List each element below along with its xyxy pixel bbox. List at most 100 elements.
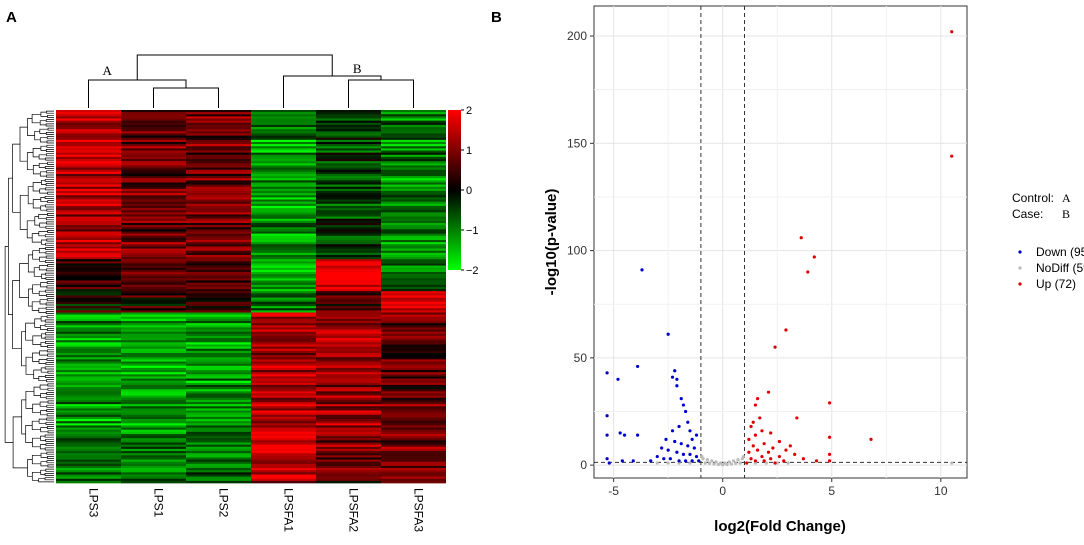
heatmap-cell: [186, 199, 251, 202]
heatmap-cell: [381, 120, 446, 124]
point-down: [694, 433, 699, 437]
heatmap-cell: [381, 446, 446, 450]
heatmap-cell: [186, 402, 251, 405]
dendro-link-lps1-lps2: [153, 87, 219, 108]
heatmap-cell: [121, 148, 186, 151]
heatmap-cell: [186, 453, 251, 456]
point-up: [762, 442, 766, 446]
heatmap-cell: [316, 110, 381, 113]
point-down: [605, 371, 609, 375]
row-dendro-link: [45, 247, 54, 250]
heatmap-cell: [186, 163, 251, 166]
heatmap-cell: [121, 425, 186, 428]
heatmap-cell: [186, 161, 251, 164]
heatmap-cell: [251, 310, 316, 313]
heatmap-cell: [186, 414, 251, 418]
heatmap-cell: [121, 444, 186, 448]
row-dendro-link: [45, 276, 54, 280]
heatmap-cell: [121, 284, 186, 288]
heatmap-cell: [56, 265, 121, 269]
heatmap-cell: [121, 476, 186, 480]
row-dendro-link: [45, 204, 54, 208]
heatmap-cell: [251, 199, 316, 202]
heatmap-cell: [56, 480, 121, 484]
heatmap-cell: [251, 355, 316, 358]
heatmap-cell: [121, 303, 186, 307]
point-down: [677, 424, 681, 429]
heatmap-cell: [56, 229, 121, 232]
row-dendro-link: [44, 234, 54, 238]
point-up: [950, 30, 954, 34]
heatmap-cell: [251, 480, 316, 484]
heatmap-cell: [56, 312, 121, 315]
heatmap-cell: [186, 370, 251, 373]
heatmap-cell: [56, 114, 121, 117]
heatmap-cell: [121, 250, 186, 254]
heatmap-cell: [186, 301, 251, 305]
heatmap-cell: [316, 308, 381, 311]
heatmap-cell: [251, 124, 316, 128]
heatmap-cell: [316, 124, 381, 128]
heatmap-cell: [251, 118, 316, 122]
sample-label: LPSFA2: [346, 488, 360, 532]
heatmap-cell: [121, 365, 186, 369]
heatmap-cell: [251, 235, 316, 239]
point-up: [827, 452, 832, 456]
heatmap-cell: [121, 346, 186, 350]
heatmap-cell: [316, 433, 381, 437]
column-dendrogram: [88, 54, 414, 108]
heatmap-cell: [121, 457, 186, 460]
heatmap-cell: [121, 254, 186, 258]
y-tick-label: 0: [580, 458, 587, 472]
row-dendro-link: [46, 298, 54, 302]
heatmap-cell: [381, 425, 446, 428]
heatmap-cell: [316, 208, 381, 211]
heatmap-cell: [56, 133, 121, 136]
heatmap-cell: [316, 370, 381, 373]
heatmap-cell: [56, 152, 121, 156]
heatmap-cell: [186, 252, 251, 256]
y-tick-label: 150: [567, 136, 587, 150]
heatmap-cell: [56, 436, 121, 439]
heatmap-cell: [381, 429, 446, 433]
row-dendro-link: [45, 132, 54, 135]
heatmap-cell: [316, 173, 381, 177]
heatmap-cell: [186, 282, 251, 286]
row-dendro-link: [44, 447, 54, 451]
heatmap-cell: [186, 327, 251, 330]
heatmap-cell: [381, 291, 446, 294]
heatmap-cell: [186, 289, 251, 292]
point-down: [688, 452, 692, 456]
heatmap-cell: [56, 184, 121, 188]
heatmap-cell: [121, 176, 186, 179]
heatmap-cell: [316, 274, 381, 277]
heatmap-cell: [381, 384, 446, 388]
legend-control-value: A: [1062, 191, 1071, 205]
heatmap-cell: [381, 444, 446, 448]
heatmap-cell: [381, 389, 446, 392]
panel-a-label: A: [6, 9, 17, 26]
heatmap-cell: [316, 159, 381, 162]
heatmap-cell: [56, 393, 121, 396]
heatmap-cell: [316, 446, 381, 450]
row-dendro-link: [40, 452, 48, 458]
heatmap-cell: [186, 306, 251, 309]
heatmap-cell: [121, 363, 186, 367]
heatmap-cell: [186, 141, 251, 145]
heatmap-cell: [121, 410, 186, 414]
heatmap-cell: [121, 427, 186, 431]
heatmap-cell: [186, 436, 251, 439]
panel-b-label: B: [491, 9, 502, 26]
heatmap-cell: [121, 203, 186, 207]
volcano-reference-lines: [594, 6, 967, 478]
heatmap-cell: [316, 299, 381, 303]
heatmap-cell: [121, 152, 186, 156]
heatmap-cell: [56, 457, 121, 460]
heatmap-cell: [186, 254, 251, 258]
heatmap-cell: [186, 318, 251, 322]
point-up: [769, 457, 773, 461]
heatmap-cell: [251, 286, 316, 290]
heatmap-cell: [121, 446, 186, 450]
heatmap-cell: [251, 214, 316, 217]
heatmap-cell: [121, 190, 186, 194]
